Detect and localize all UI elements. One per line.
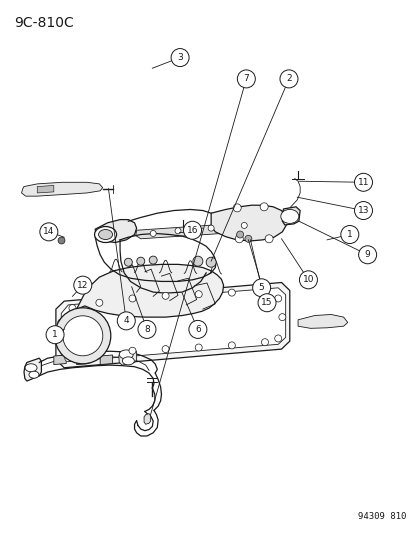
Circle shape	[279, 70, 297, 88]
Circle shape	[274, 295, 281, 302]
Ellipse shape	[94, 227, 116, 243]
Polygon shape	[56, 282, 289, 368]
Text: 13: 13	[357, 206, 368, 215]
Circle shape	[149, 256, 157, 264]
Text: 11: 11	[357, 178, 368, 187]
Polygon shape	[37, 185, 54, 193]
Text: 5: 5	[258, 284, 264, 292]
Circle shape	[136, 257, 145, 265]
Circle shape	[259, 203, 268, 211]
Ellipse shape	[25, 364, 37, 372]
Polygon shape	[76, 355, 89, 365]
Circle shape	[208, 225, 214, 231]
Text: 10: 10	[302, 276, 313, 284]
Circle shape	[96, 299, 102, 306]
Polygon shape	[119, 349, 136, 365]
Circle shape	[40, 223, 58, 241]
Polygon shape	[282, 207, 299, 225]
Circle shape	[129, 295, 135, 302]
Ellipse shape	[280, 209, 298, 223]
Text: 9C-810C: 9C-810C	[14, 16, 74, 30]
Circle shape	[46, 326, 64, 344]
Text: 6: 6	[195, 325, 200, 334]
Polygon shape	[21, 182, 102, 196]
Circle shape	[228, 289, 235, 296]
Circle shape	[206, 257, 216, 267]
Circle shape	[241, 222, 247, 229]
Polygon shape	[135, 221, 272, 239]
Circle shape	[261, 288, 268, 295]
Circle shape	[124, 258, 132, 266]
Circle shape	[264, 235, 273, 243]
Text: 8: 8	[144, 325, 150, 334]
Circle shape	[233, 204, 241, 212]
Circle shape	[175, 228, 180, 234]
Circle shape	[117, 312, 135, 330]
Polygon shape	[144, 414, 150, 424]
Circle shape	[171, 49, 189, 67]
Circle shape	[274, 335, 281, 342]
Polygon shape	[24, 358, 41, 381]
Circle shape	[58, 319, 64, 326]
Circle shape	[74, 276, 92, 294]
Circle shape	[58, 329, 64, 337]
Polygon shape	[54, 355, 66, 365]
Text: 3: 3	[177, 53, 183, 62]
Circle shape	[261, 338, 268, 346]
Circle shape	[55, 308, 111, 364]
Ellipse shape	[119, 350, 133, 359]
Circle shape	[129, 347, 135, 354]
Circle shape	[278, 313, 285, 321]
Polygon shape	[211, 205, 286, 241]
Circle shape	[192, 256, 202, 266]
Circle shape	[63, 316, 102, 356]
Text: 94309 810: 94309 810	[357, 512, 405, 521]
Circle shape	[138, 320, 156, 338]
Text: 2: 2	[285, 75, 291, 83]
Text: 15: 15	[261, 298, 272, 307]
Text: 1: 1	[52, 330, 58, 339]
Circle shape	[162, 345, 169, 353]
Circle shape	[195, 290, 202, 298]
Text: 14: 14	[43, 228, 55, 236]
Circle shape	[195, 344, 202, 351]
Text: 1: 1	[346, 230, 352, 239]
Circle shape	[354, 201, 372, 220]
Polygon shape	[95, 220, 136, 243]
Circle shape	[236, 231, 243, 238]
Circle shape	[96, 350, 102, 357]
Circle shape	[252, 279, 270, 297]
Circle shape	[150, 230, 156, 237]
Circle shape	[183, 221, 201, 239]
Ellipse shape	[122, 357, 134, 365]
Ellipse shape	[29, 371, 39, 378]
Circle shape	[65, 354, 71, 362]
Circle shape	[69, 304, 76, 312]
Circle shape	[58, 337, 64, 345]
Circle shape	[358, 246, 376, 264]
Circle shape	[340, 225, 358, 244]
Circle shape	[244, 235, 251, 243]
Polygon shape	[297, 314, 347, 328]
Text: 4: 4	[123, 317, 129, 325]
Circle shape	[162, 292, 169, 300]
Circle shape	[228, 342, 235, 349]
Ellipse shape	[98, 230, 112, 239]
Circle shape	[257, 294, 275, 312]
Text: 9: 9	[364, 251, 370, 259]
Circle shape	[354, 173, 372, 191]
Polygon shape	[76, 264, 223, 317]
Text: 7: 7	[243, 75, 249, 83]
Text: 12: 12	[77, 281, 88, 289]
Polygon shape	[100, 355, 112, 365]
Circle shape	[235, 235, 243, 243]
Circle shape	[188, 320, 206, 338]
Circle shape	[237, 70, 255, 88]
Polygon shape	[61, 288, 285, 361]
Text: 16: 16	[186, 226, 198, 235]
Circle shape	[299, 271, 317, 289]
